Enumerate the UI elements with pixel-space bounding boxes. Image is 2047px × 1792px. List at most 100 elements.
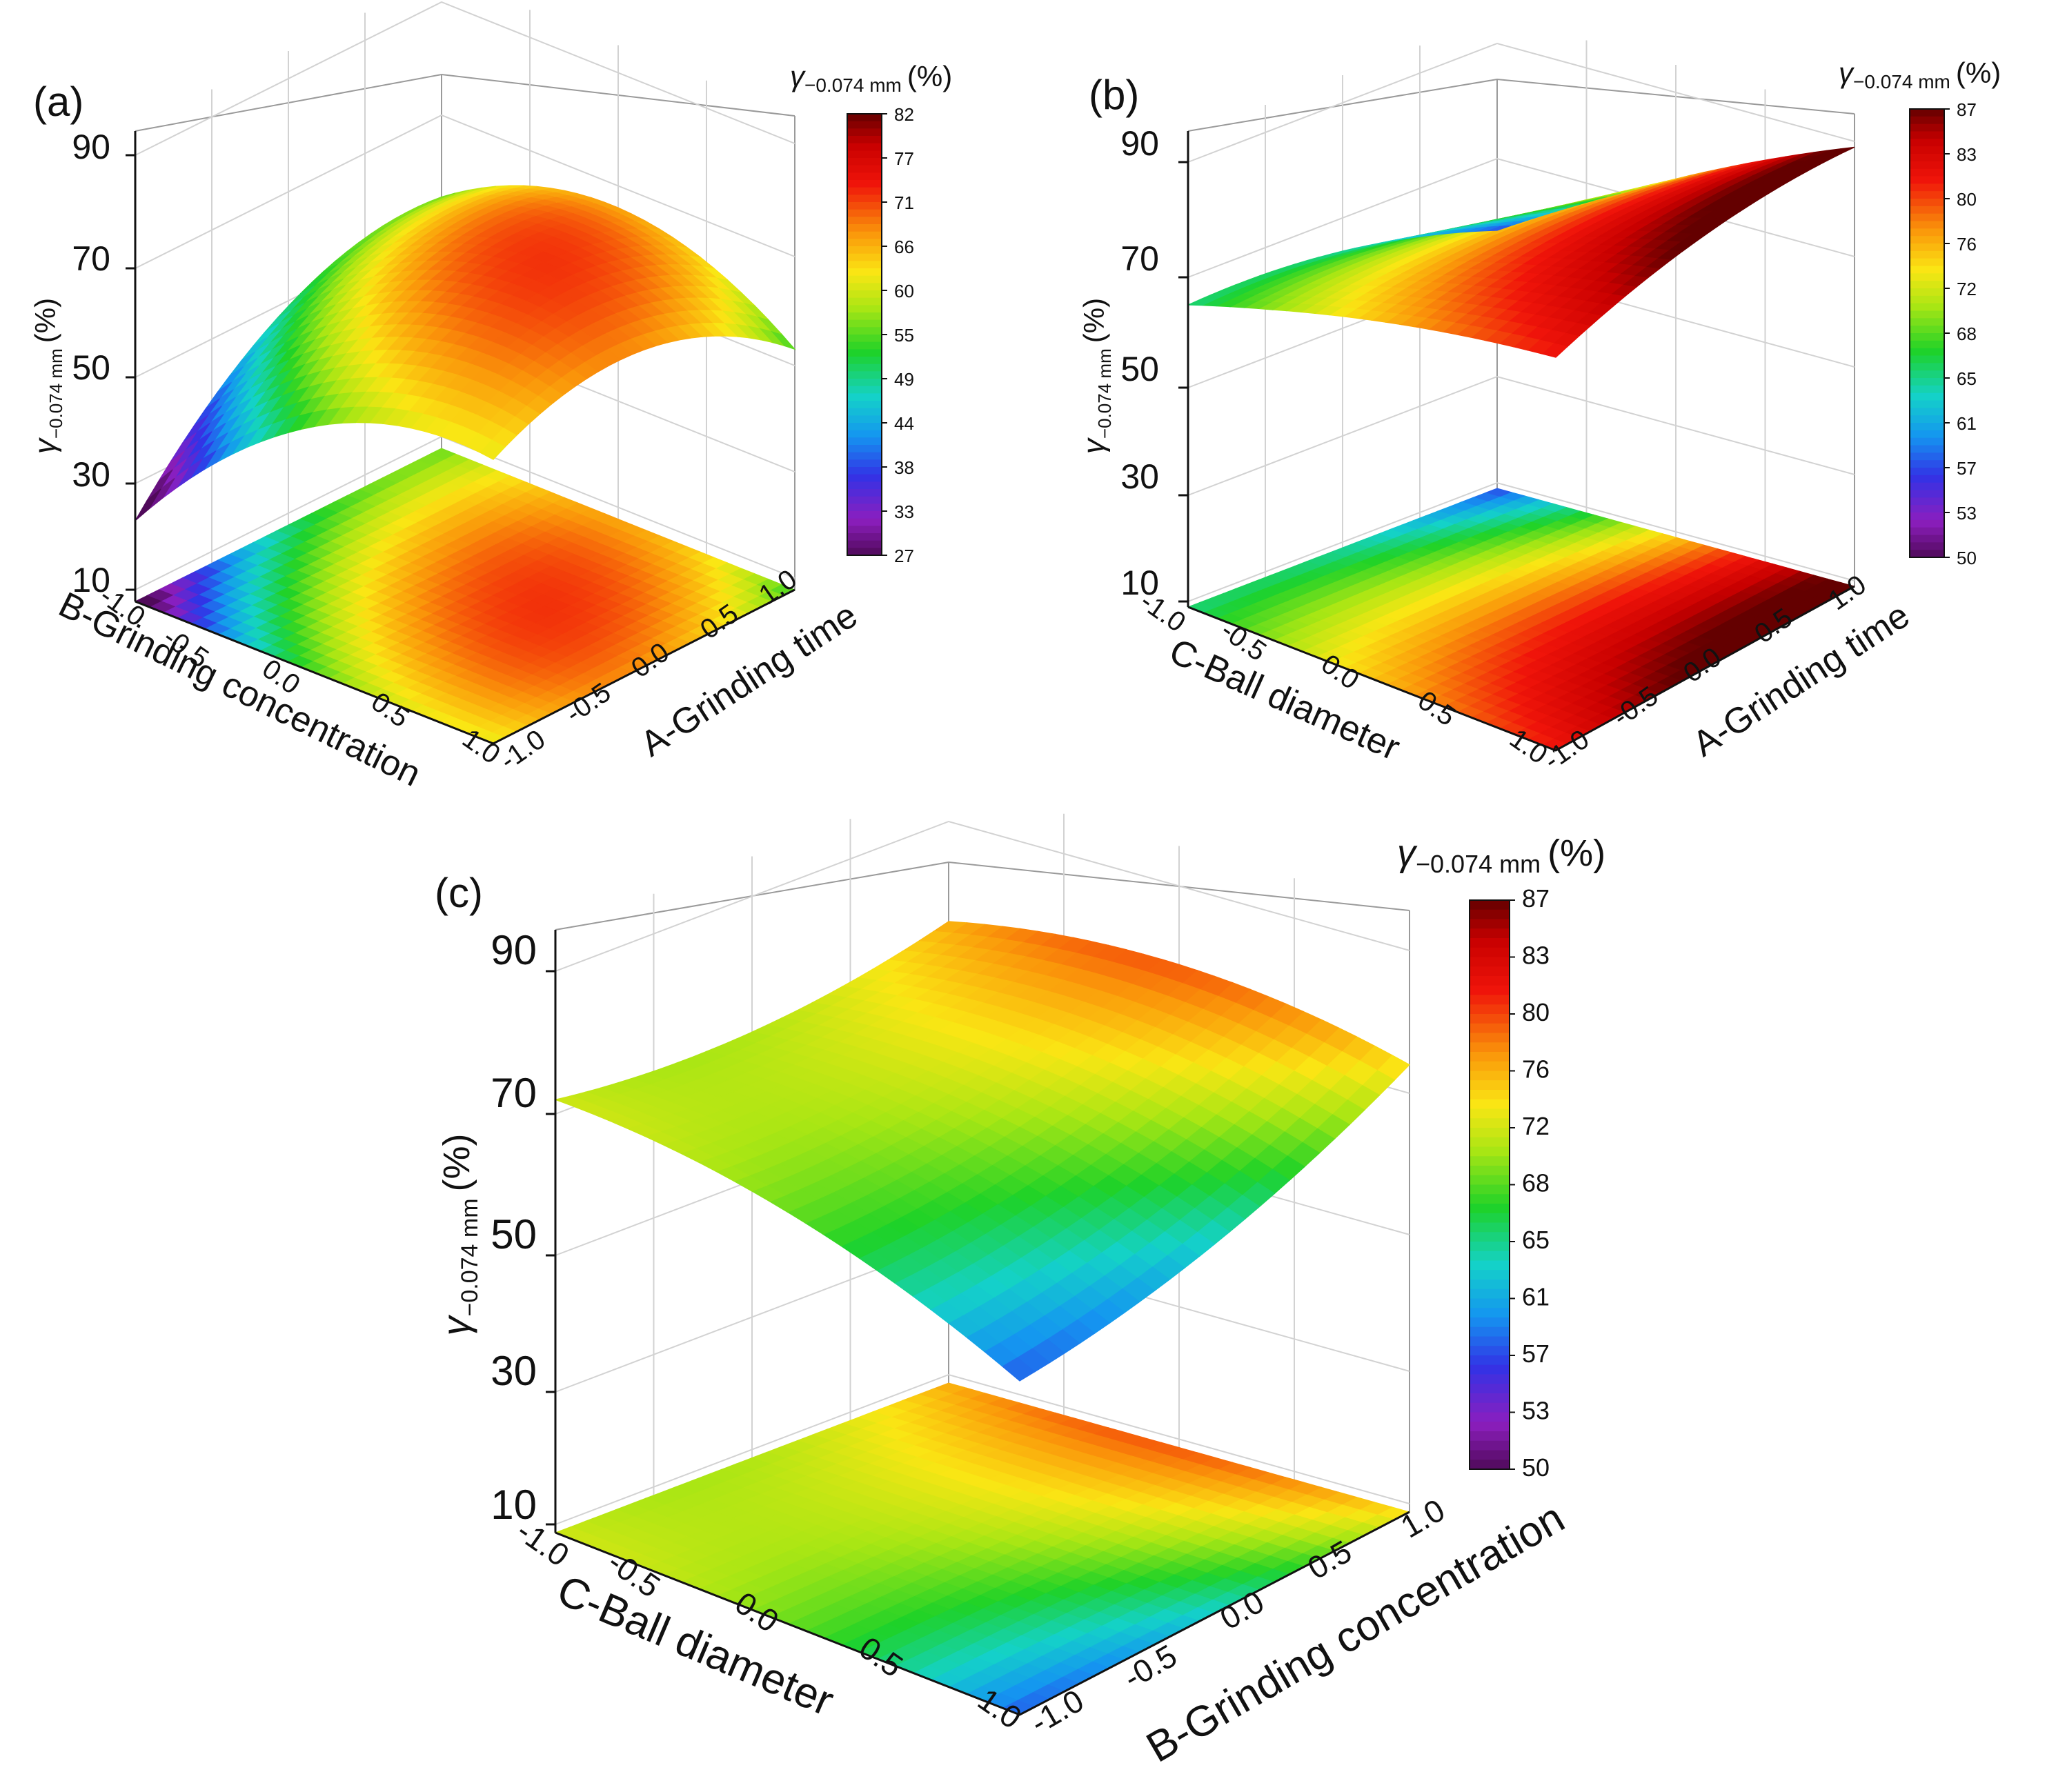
colorbar-tick-label: 83 [1522, 942, 1550, 970]
z-title-unit: (%) [436, 1133, 477, 1191]
cb-title-unit: (%) [1956, 57, 2001, 89]
colorbar-segment [847, 526, 882, 534]
colorbar-tick-label: 44 [894, 413, 914, 434]
colorbar-tick-label: 66 [894, 237, 914, 257]
z-tick-label: 50 [1120, 350, 1159, 388]
colorbar-segment [847, 533, 882, 541]
colorbar-segment [847, 504, 882, 512]
colorbar-segment [847, 312, 882, 321]
cb-title-unit: (%) [1547, 833, 1605, 874]
colorbar-segment [1910, 295, 1944, 304]
panel-a-z-axis-title: γ−0.074 mm (%) [28, 298, 66, 454]
colorbar-segment [1470, 1355, 1510, 1366]
colorbar-segment [847, 379, 882, 387]
back-wall-gridline [135, 114, 795, 269]
colorbar-segment [847, 121, 882, 130]
colorbar-tick-label: 71 [894, 192, 914, 213]
colorbar-tick-label: 68 [1522, 1169, 1550, 1197]
colorbar-segment [1910, 550, 1944, 558]
panel-c-z-axis-title: γ−0.074 mm (%) [434, 1133, 483, 1335]
colorbar-segment [847, 437, 882, 446]
colorbar-segment [1470, 1090, 1510, 1100]
colorbar-segment [847, 165, 882, 174]
panel-a-surface [135, 185, 796, 521]
colorbar-segment [1910, 475, 1944, 484]
colorbar-segment [847, 349, 882, 357]
colorbar-segment [1470, 900, 1510, 910]
colorbar-tick-label: 65 [1957, 368, 1977, 389]
colorbar-tick-label: 50 [1957, 548, 1977, 568]
colorbar-segment [1470, 1204, 1510, 1214]
colorbar-segment [1910, 468, 1944, 476]
colorbar-segment [1470, 1099, 1510, 1110]
colorbar-tick-label: 87 [1522, 884, 1550, 913]
colorbar-tick-label: 53 [1957, 503, 1977, 524]
z-title-main: γ [1077, 437, 1111, 454]
colorbar-segment [1910, 348, 1944, 357]
colorbar-segment [1910, 281, 1944, 289]
panel-b-z-ticks: 90 70 50 30 10 [1120, 124, 1159, 602]
colorbar-segment [1470, 976, 1510, 986]
colorbar-segment [1470, 1156, 1510, 1166]
colorbar-tick-label: 38 [894, 457, 914, 478]
colorbar-segment [1470, 1042, 1510, 1053]
colorbar-segment [1910, 199, 1944, 207]
cb-title-main: γ [790, 60, 806, 92]
colorbar-segment [1470, 1384, 1510, 1394]
colorbar-tick-label: 80 [1957, 189, 1977, 210]
colorbar-segment [1470, 985, 1510, 996]
colorbar-segment [1910, 191, 1944, 199]
floor-front-edges [555, 1511, 1410, 1716]
colorbar-segment [847, 209, 882, 218]
colorbar-tick-label: 61 [1957, 413, 1977, 434]
colorbar-segment [1910, 392, 1944, 401]
z-tick-label: 70 [491, 1070, 537, 1116]
panel-c-colorbar-title: γ−0.074 mm (%) [1397, 833, 1605, 878]
colorbar-segment [847, 540, 882, 549]
colorbar-segment [1910, 415, 1944, 424]
z-title-sub: −0.074 mm [46, 348, 66, 439]
back-wall-gridline [135, 1, 795, 156]
colorbar-segment [1910, 460, 1944, 468]
colorbar-segment [1470, 1280, 1510, 1290]
colorbar-tick-label: 72 [1522, 1112, 1550, 1140]
z-tick-label: 90 [1120, 124, 1159, 163]
colorbar-segment [847, 481, 882, 490]
colorbar-segment [847, 231, 882, 240]
colorbar-segment [1910, 123, 1944, 132]
colorbar-segment [1910, 258, 1944, 267]
colorbar-segment [1910, 385, 1944, 394]
colorbar-segment [847, 195, 882, 203]
z-tick-label: 10 [1120, 564, 1159, 602]
colorbar-segment [1470, 1450, 1510, 1461]
colorbar-segment [1470, 1175, 1510, 1186]
colorbar-segment [1910, 318, 1944, 326]
panel-a: (a) 90 70 50 30 10 γ−0.074 mm(%) -1.0 -0… [28, 1, 952, 795]
panel-b-z-axis-title: γ−0.074 mm (%) [1077, 298, 1115, 454]
colorbar-segment [1910, 542, 1944, 550]
colorbar-tick-label: 87 [1957, 99, 1977, 120]
colorbar-segment [1470, 1166, 1510, 1176]
colorbar-segment [1470, 1336, 1510, 1347]
colorbar-segment [1470, 1317, 1510, 1328]
colorbar-segment [1910, 303, 1944, 312]
colorbar-segment [847, 239, 882, 247]
colorbar-tick-label: 77 [894, 148, 914, 169]
colorbar-segment [1470, 938, 1510, 948]
z-tick-label: 50 [72, 348, 110, 387]
colorbar-segment [1470, 1251, 1510, 1262]
colorbar-segment [1910, 326, 1944, 334]
colorbar-segment [847, 357, 882, 365]
colorbar-segment [847, 548, 882, 556]
colorbar-segment [1470, 957, 1510, 968]
panel-c-label: (c) [435, 870, 483, 916]
colorbar-segment [847, 253, 882, 262]
z-tick-label: 30 [491, 1348, 537, 1394]
colorbar-segment [1470, 1108, 1510, 1119]
back-wall-gridline [1187, 481, 1855, 602]
colorbar-segment [1910, 400, 1944, 409]
back-wall-gridline [555, 1373, 1410, 1525]
z-title-main: γ [434, 1315, 477, 1336]
colorbar-segment [847, 217, 882, 225]
